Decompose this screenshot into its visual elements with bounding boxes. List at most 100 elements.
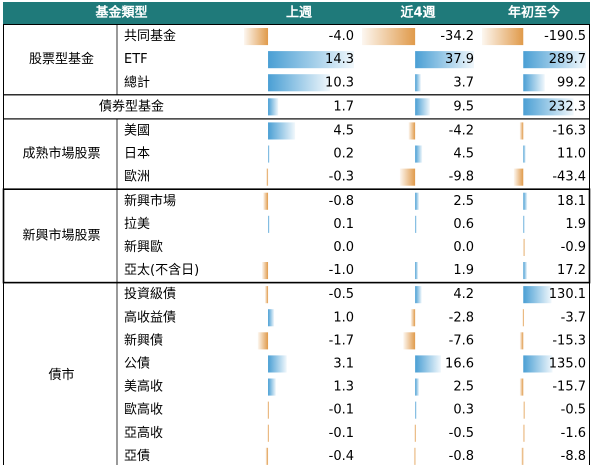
row-label: 高收益債 [124,309,176,325]
data-bar [399,168,416,186]
data-label: 135.0 [549,356,586,371]
header-background [3,2,590,24]
data-label: 0.0 [333,240,354,255]
data-bar [267,401,269,419]
row-label: 美高收 [124,379,163,395]
header-row: 基金類型 上週 近4週 年初至今 [3,2,590,24]
row-label: 總計 [124,74,150,90]
data-bar [523,98,574,116]
row-label: 日本 [124,147,150,162]
data-label: 0.3 [453,403,474,418]
data-label: -0.9 [561,240,586,255]
group-3: 新興市場股票 新興市場 -0.8 2.5 18.1 拉美 0.1 0.6 1.9 新興歐 0.0 0.… [2,188,591,284]
row-label: 亞太(不含日) [124,262,199,278]
data-bar [415,98,430,116]
data-bar [523,238,525,256]
data-bar [266,168,269,186]
data-bar [268,122,296,140]
data-label: 4.5 [453,147,474,162]
data-label: 14.3 [325,52,354,67]
table-row: 亞債 -0.4 -0.8 -8.8 [124,447,586,465]
data-bar [415,51,474,69]
group-label: 新興市場股票 [22,227,100,243]
data-bar [415,378,420,396]
data-label: -190.5 [544,29,586,44]
data-label: 11.0 [557,147,586,162]
row-label: 亞高收 [124,425,163,441]
data-bar [523,215,525,233]
data-label: 232.3 [549,99,586,114]
group-label: 成熟市場股票 [22,146,100,162]
data-label: -4.2 [449,123,474,138]
row-label: 歐洲 [124,170,150,185]
data-bar [523,192,528,210]
table-row: 總計 10.3 3.7 99.2 [124,74,586,92]
data-bar [415,262,419,280]
data-label: 130.1 [549,287,586,302]
data-label: 4.5 [333,123,354,138]
data-bar [268,215,270,233]
data-bar [257,332,269,350]
data-bar [265,286,269,304]
row-label: 投資級債 [124,286,176,302]
data-bar [523,262,527,280]
row-label: 新興債 [124,332,163,348]
data-bar [523,355,553,373]
data-label: 10.3 [325,75,354,90]
data-label: 37.9 [445,52,474,67]
table-row: 投資級債 -0.5 4.2 130.1 [124,286,586,304]
data-label: 289.7 [549,52,586,67]
data-bar [268,51,354,69]
data-bar [522,424,525,442]
table-row: 亞太(不含日) -1.0 1.9 17.2 [124,262,586,280]
data-label: 1.3 [333,380,354,395]
table-row: 亞高收 -0.1 -0.5 -1.6 [124,424,586,442]
data-bar [415,401,417,419]
table-row: 歐高收 -0.1 0.3 -0.5 [124,401,586,419]
table-row: 新興歐 0.0 0.0 -0.9 [124,238,586,256]
data-label: 9.5 [453,99,474,114]
data-bar [403,332,416,350]
row-label: 共同基金 [124,28,176,44]
table-row: ETF 14.3 37.9 289.7 [124,51,586,69]
data-label: -0.1 [329,426,354,441]
row-label: 拉美 [124,217,150,232]
data-bar [523,51,586,69]
group-label: 債市 [48,367,74,383]
data-label: -1.7 [329,333,354,348]
row-label: 公債 [124,356,150,371]
table-row: 高收益債 1.0 -2.8 -3.7 [124,309,586,327]
data-bar [415,355,441,373]
data-bar [268,309,275,327]
group-2: 成熟市場股票 美國 4.5 -4.2 -16.3 日本 0.2 4.5 11.0 歐洲 -0.3 -9… [3,118,590,190]
header-col-2: 年初至今 [508,5,561,21]
table-row: 新興債 -1.7 -7.6 -15.3 [124,332,586,350]
data-bar [513,168,524,186]
data-bar [268,145,270,163]
data-bar [415,215,417,233]
data-label: -0.5 [561,403,586,418]
data-label: 1.7 [333,99,354,114]
table-row: 美國 4.5 -4.2 -16.3 [124,122,586,140]
data-label: 99.2 [557,75,586,90]
data-bar [415,192,420,210]
data-bar [414,424,416,442]
data-bar [268,98,279,116]
data-label: -43.4 [552,170,586,185]
data-bar [244,28,269,46]
data-label: 0.6 [453,217,474,232]
data-label: -0.3 [329,170,354,185]
group-4: 債市 投資級債 -0.5 4.2 130.1 高收益債 1.0 -2.8 -3.7 新興債 -1.7… [3,282,590,465]
data-label: -0.8 [329,194,354,209]
data-bar [519,378,524,396]
data-bar [262,262,269,280]
data-bar [413,447,416,465]
data-label: -0.4 [329,449,354,464]
data-bar [268,355,287,373]
data-label: -8.8 [561,449,586,464]
table-row: 新興市場 -0.8 2.5 18.1 [124,192,586,210]
data-label: 17.2 [557,263,586,278]
row-label: ETF [124,52,148,67]
